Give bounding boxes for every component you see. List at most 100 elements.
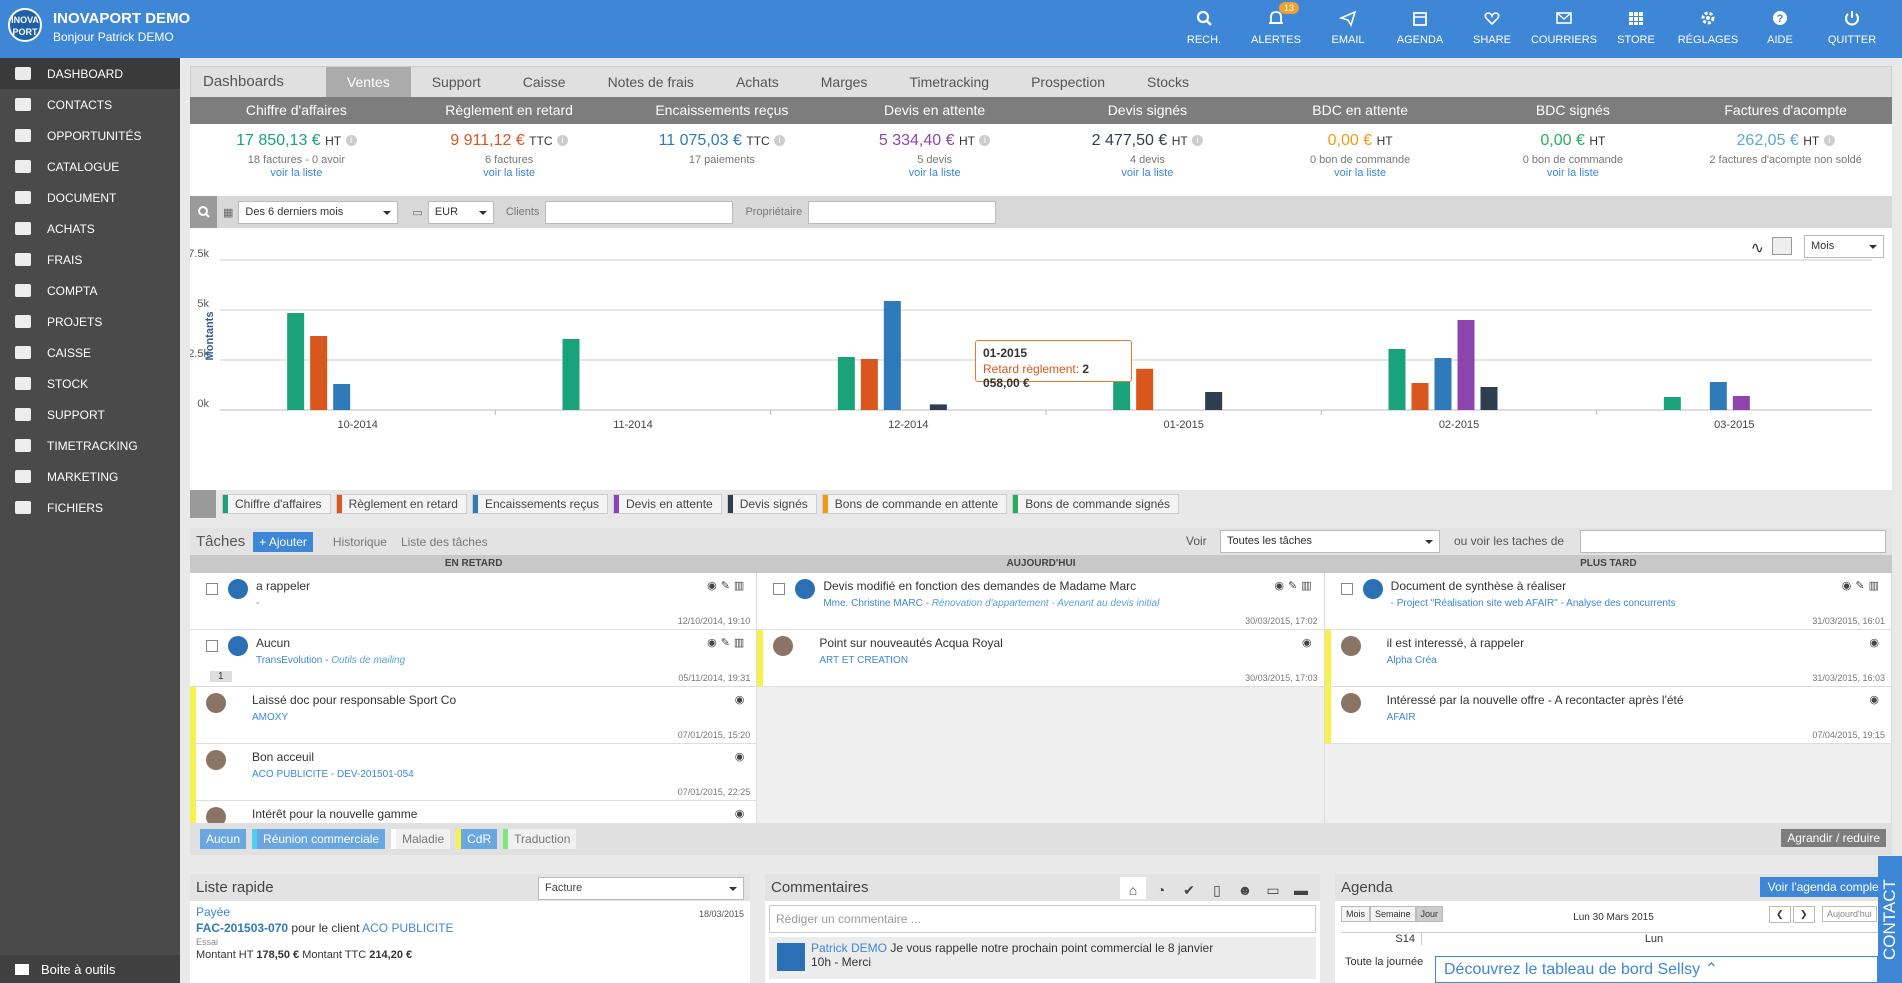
topnav-help[interactable]: ? AIDE (1744, 0, 1816, 58)
tab-notes-de-frais[interactable]: Notes de frais (607, 74, 694, 90)
info-icon[interactable]: i (1823, 135, 1835, 147)
task-item[interactable]: a rappeler - ◉✎▥ 12/10/2014, 19:10 (190, 573, 757, 630)
task-category-cdr[interactable]: CdR (456, 829, 498, 849)
topnav-grid[interactable]: STORE (1600, 0, 1672, 58)
task-category-maladie[interactable]: Maladie (391, 829, 451, 849)
task-category-aucun[interactable]: Aucun (200, 829, 247, 849)
task-link[interactable]: - Project "Réalisation site web AFAIR" -… (1390, 598, 1676, 609)
task-link[interactable]: ART ET CREATION (819, 655, 909, 666)
comment-author[interactable]: Patrick DEMO (811, 941, 888, 955)
trash-icon[interactable]: ▥ (733, 637, 749, 649)
full-agenda-button[interactable]: Voir l'agenda complet (1759, 877, 1890, 897)
legend-item[interactable]: Devis signés (726, 494, 817, 514)
quick-list-select[interactable]: Facture (538, 877, 744, 900)
sidebar-item-compta[interactable]: COMPTA (0, 275, 180, 306)
trash-icon[interactable]: ▥ (733, 580, 749, 592)
task-item[interactable]: Document de synthèse à réaliser - Project… (1324, 573, 1891, 630)
prev-day-icon[interactable]: ❮ (1769, 906, 1791, 923)
task-link-detail[interactable]: Outils de mailing (331, 655, 406, 666)
task-item[interactable]: Bon acceuil ACO PUBLICITE - DEV-201501-05… (190, 744, 757, 801)
tab-support[interactable]: Support (431, 74, 481, 90)
next-day-icon[interactable]: ❯ (1793, 906, 1815, 923)
discover-banner[interactable]: Découvrez le tableau de bord Sellsy ⌃ (1435, 956, 1878, 983)
eye-icon[interactable]: ◉ (1841, 580, 1856, 592)
sidebar-item-document[interactable]: DOCUMENT (0, 182, 180, 213)
edit-icon[interactable]: ✎ (1855, 580, 1869, 592)
task-checkbox[interactable] (206, 640, 218, 652)
task-category-réunion-commerciale[interactable]: Réunion commerciale (252, 829, 386, 849)
sidebar-item-caisse[interactable]: CAISSE (0, 337, 180, 368)
check-icon[interactable]: ✔ (1183, 882, 1195, 898)
kpi-see-list-link[interactable]: voir la liste (1334, 167, 1387, 179)
task-link[interactable]: - (256, 598, 260, 609)
invoice-client[interactable]: ACO PUBLICITE (362, 921, 454, 935)
app-logo[interactable]: INOVA PORT (8, 8, 42, 42)
inbox-icon[interactable]: ▭ (1266, 882, 1280, 898)
edit-icon[interactable]: ✎ (720, 580, 734, 592)
period-select[interactable]: Des 6 derniers mois (238, 200, 399, 224)
kpi-see-list-link[interactable]: voir la liste (483, 167, 536, 179)
home-icon[interactable]: ⌂ (1120, 877, 1146, 899)
sidebar-item-frais[interactable]: FRAIS (0, 244, 180, 275)
comment-input[interactable]: Rédiger un commentaire ... (769, 905, 1316, 933)
kpi-see-list-link[interactable]: voir la liste (1546, 167, 1599, 179)
tab-caisse[interactable]: Caisse (522, 74, 566, 90)
bar-chart-toggle-icon[interactable] (1772, 237, 1792, 255)
sidebar-item-achats[interactable]: ACHATS (0, 213, 180, 244)
topnav-search[interactable]: RECH. (1168, 0, 1240, 58)
toggle-size-button[interactable]: Agrandir / reduire (1781, 829, 1886, 847)
legend-item[interactable]: Encaissements reçus (471, 494, 609, 514)
invoice-ref[interactable]: FAC-201503-070 (196, 921, 289, 935)
sidebar-item-support[interactable]: SUPPORT (0, 399, 180, 430)
tab-marges[interactable]: Marges (820, 74, 868, 90)
task-link[interactable]: Mme. Christine MARC - (823, 598, 932, 609)
today-button[interactable]: Aujourd'hui (1822, 906, 1877, 922)
tab-ventes[interactable]: Ventes (325, 67, 411, 97)
info-icon[interactable]: i (1192, 135, 1204, 147)
topnav-bell[interactable]: ALERTES 13 (1240, 0, 1312, 58)
edit-icon[interactable]: ✎ (1288, 580, 1302, 592)
toolbox-button[interactable]: Boite à outils (0, 955, 180, 983)
task-checkbox[interactable] (206, 583, 218, 595)
view-month[interactable]: Mois (1341, 906, 1371, 922)
info-icon[interactable]: i (556, 135, 568, 147)
task-link[interactable]: Alpha Créa (1386, 655, 1437, 666)
task-item[interactable]: Point sur nouveautés Acqua Royal ART ET C… (757, 630, 1324, 687)
info-icon[interactable]: i (345, 135, 357, 147)
document-icon[interactable]: ▯ (1213, 882, 1221, 898)
tab-timetracking[interactable]: Timetracking (909, 74, 990, 90)
legend-item[interactable]: Bons de commande signés (1012, 494, 1179, 514)
dashboard-icon[interactable]: ◔ (1156, 882, 1166, 898)
task-link[interactable]: TransEvolution - (256, 655, 332, 666)
task-checkbox[interactable] (1340, 583, 1353, 595)
topnav-envelope[interactable]: COURRIERS (1528, 0, 1600, 58)
view-day[interactable]: Jour (1415, 906, 1444, 922)
legend-item[interactable]: Règlement en retard (335, 494, 467, 514)
granularity-select[interactable]: Mois (1804, 235, 1884, 258)
topnav-calendar[interactable]: AGENDA (1384, 0, 1456, 58)
tab-prospection[interactable]: Prospection (1031, 74, 1105, 90)
add-task-button[interactable]: + Ajouter (253, 531, 313, 552)
task-link[interactable]: AFAIR (1386, 712, 1416, 723)
contact-tab[interactable]: CONTACT (1878, 856, 1902, 983)
eye-icon[interactable]: ◉ (1869, 694, 1883, 706)
tab-stocks[interactable]: Stocks (1147, 74, 1190, 90)
task-link[interactable]: AMOXY (252, 712, 289, 723)
kpi-see-list-link[interactable]: voir la liste (270, 167, 323, 179)
search-icon[interactable] (190, 196, 217, 228)
task-link[interactable]: ACO PUBLICITE - DEV-201501-054 (252, 769, 414, 780)
sidebar-item-timetracking[interactable]: TIMETRACKING (0, 430, 180, 461)
tab-dashboards[interactable]: Dashboards (203, 73, 284, 90)
task-item[interactable]: il est interessé, à rappeler Alpha Créa ◉ 3… (1324, 630, 1891, 687)
task-item[interactable]: Intéressé par la nouvelle offre - A reco… (1324, 687, 1891, 744)
task-link-detail[interactable]: Rénovation d'appartement - Avenant au de… (931, 598, 1160, 609)
owner-input[interactable] (808, 200, 997, 224)
sidebar-item-stock[interactable]: STOCK (0, 368, 180, 399)
comment-count[interactable]: 1 (210, 671, 232, 682)
sidebar-item-dashboard[interactable]: DASHBOARD (0, 58, 180, 89)
currency-select[interactable]: EUR (427, 200, 494, 224)
task-category-traduction[interactable]: Traduction (503, 829, 577, 849)
task-checkbox[interactable] (773, 583, 786, 595)
sidebar-item-catalogue[interactable]: CATALOGUE (0, 151, 180, 182)
eye-icon[interactable]: ◉ (734, 694, 749, 706)
